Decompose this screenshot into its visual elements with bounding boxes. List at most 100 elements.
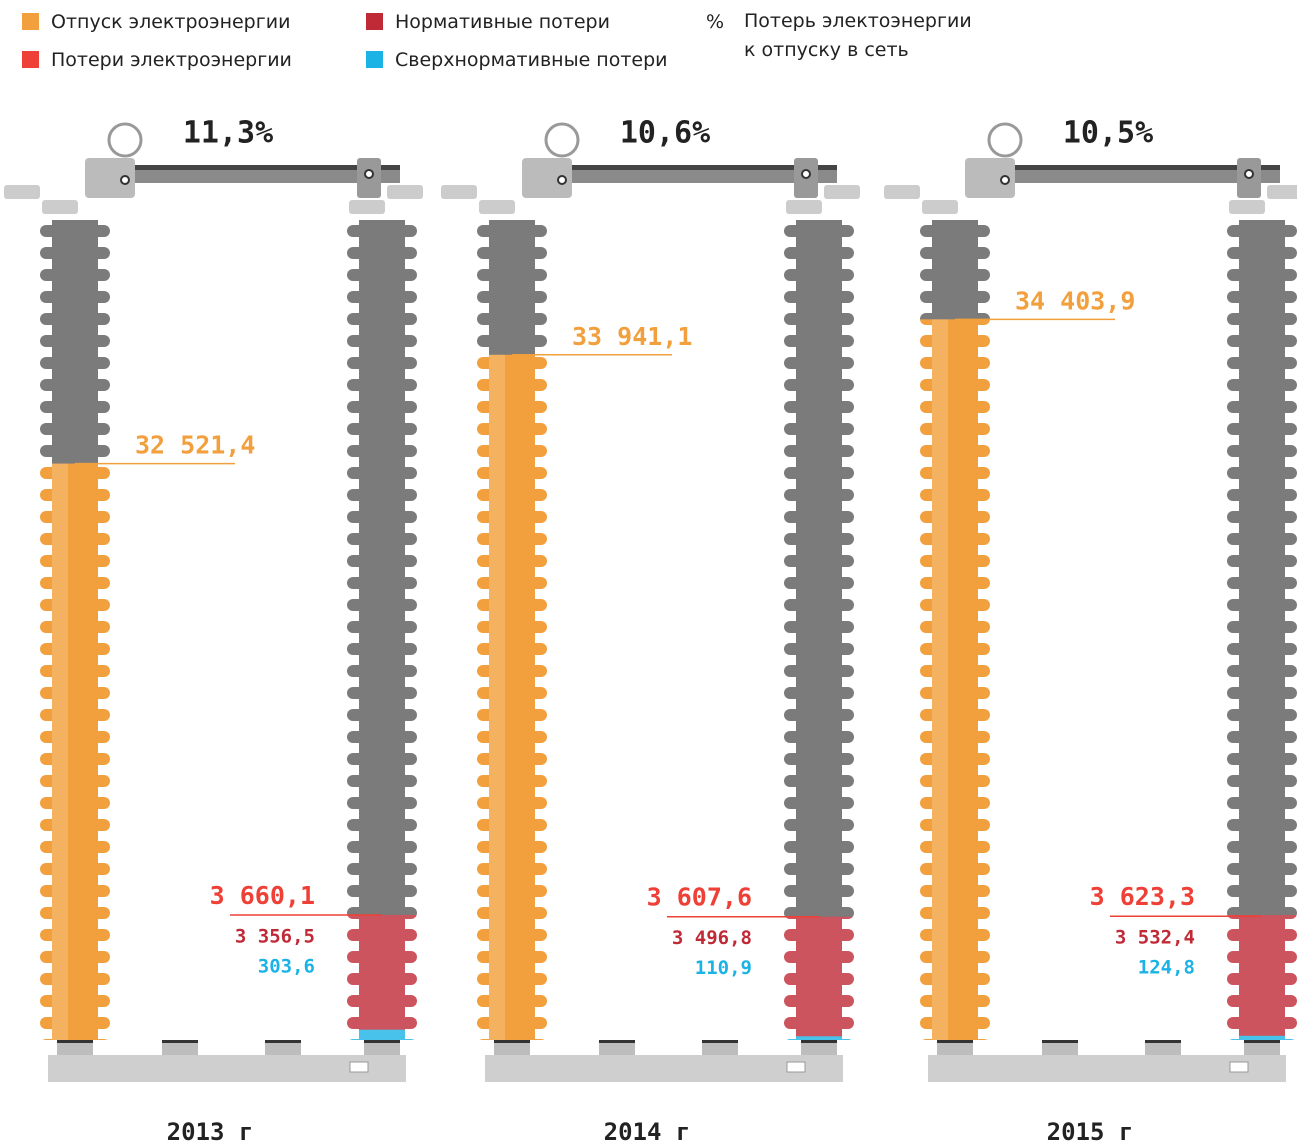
foot <box>494 1040 530 1055</box>
pin <box>1000 175 1010 185</box>
ring <box>987 122 1023 158</box>
foot <box>599 1040 635 1055</box>
bar <box>784 1036 854 1040</box>
insulator-column <box>784 220 854 1040</box>
fitting <box>441 185 477 199</box>
pin <box>1244 169 1254 179</box>
pin <box>364 169 374 179</box>
foot <box>702 1040 738 1055</box>
year-label: 2014 г <box>604 1118 691 1144</box>
value-label: 3 623,3 <box>1090 882 1195 911</box>
value-label: 32 521,4 <box>135 431 255 460</box>
foot-top <box>1145 1040 1181 1043</box>
hardware <box>441 122 860 1082</box>
fitting <box>42 200 78 214</box>
foot <box>1244 1040 1280 1055</box>
legend-item: Нормативные потери <box>366 7 610 37</box>
clamp <box>85 158 135 198</box>
highlight <box>347 914 417 1040</box>
legend-label: Сверхнормативные потери <box>395 49 668 71</box>
foot <box>1145 1040 1181 1055</box>
insulator-column <box>347 220 417 1040</box>
foot-top <box>364 1040 400 1043</box>
insulator-column <box>477 220 547 1041</box>
hardware <box>884 122 1297 1082</box>
foot <box>1042 1040 1078 1055</box>
fitting <box>824 185 860 199</box>
percent-label: 10,6% <box>620 116 710 151</box>
base-plate <box>349 1061 369 1073</box>
hardware <box>4 122 423 1082</box>
year-label: 2015 г <box>1047 1118 1134 1144</box>
foot-top <box>599 1040 635 1043</box>
value-label: 3 496,8 <box>672 927 752 949</box>
foot-top <box>1244 1040 1280 1043</box>
top-bar-edge <box>537 165 837 170</box>
clamp <box>965 158 1015 198</box>
fitting <box>349 200 385 214</box>
pin <box>557 175 567 185</box>
foot <box>162 1040 198 1055</box>
fitting <box>387 185 423 199</box>
year-label: 2013 г <box>167 1118 254 1144</box>
foot-top <box>265 1040 301 1043</box>
bar <box>347 1029 417 1040</box>
foot-top <box>937 1040 973 1043</box>
pin <box>801 169 811 179</box>
foot <box>57 1040 93 1055</box>
percent-label: 11,3% <box>183 116 273 151</box>
ring <box>107 122 143 158</box>
value-label: 3 607,6 <box>647 883 752 912</box>
fitting <box>922 200 958 214</box>
foot <box>364 1040 400 1055</box>
legend-swatch <box>22 13 39 30</box>
value-label: 34 403,9 <box>1015 286 1135 315</box>
legend-item: Сверхнормативные потери <box>366 45 668 75</box>
fitting <box>786 200 822 214</box>
highlight <box>784 916 854 1040</box>
legend-symbol: % <box>706 11 725 33</box>
legend-item: Потери электроэнергии <box>22 45 292 75</box>
bar <box>477 354 547 1041</box>
fitting <box>1267 185 1297 199</box>
fitting <box>884 185 920 199</box>
foot-top <box>57 1040 93 1043</box>
legend-label: Нормативные потери <box>395 11 610 33</box>
legend-item: Отпуск электроэнергии <box>22 7 290 37</box>
fitting <box>4 185 40 199</box>
value-label: 33 941,1 <box>572 322 692 351</box>
foot <box>265 1040 301 1055</box>
legend-label: Отпуск электроэнергии <box>51 11 291 33</box>
clamp <box>522 158 572 198</box>
value-label: 110,9 <box>695 957 752 979</box>
insulator-column <box>920 220 990 1041</box>
legend-label: Потери электроэнергии <box>51 49 292 71</box>
highlight <box>1227 915 1297 1040</box>
legend-label: Потерь электоэнергии к отпуску в сеть <box>744 10 972 61</box>
column-body <box>347 220 417 1040</box>
percent-label: 10,5% <box>1063 116 1153 151</box>
bar <box>920 319 990 1041</box>
bar <box>1227 915 1297 1036</box>
highlight <box>932 319 948 1041</box>
fitting <box>479 200 515 214</box>
column-body <box>784 220 854 1040</box>
highlight <box>52 463 68 1041</box>
bar <box>1227 1035 1297 1040</box>
base <box>485 1055 843 1082</box>
top-bar-edge <box>100 165 400 170</box>
bar <box>784 916 854 1037</box>
legend-swatch <box>366 51 383 68</box>
foot-top <box>494 1040 530 1043</box>
base-plate <box>786 1061 806 1073</box>
value-label: 303,6 <box>258 955 315 977</box>
base-plate <box>1229 1061 1249 1073</box>
bar <box>40 463 110 1041</box>
base <box>928 1055 1286 1082</box>
legend-swatch <box>366 13 383 30</box>
insulator-column <box>40 220 110 1041</box>
legend-item: % Потерь электоэнергии к отпуску в сеть <box>706 7 984 65</box>
pin <box>120 175 130 185</box>
bar <box>347 914 417 1030</box>
